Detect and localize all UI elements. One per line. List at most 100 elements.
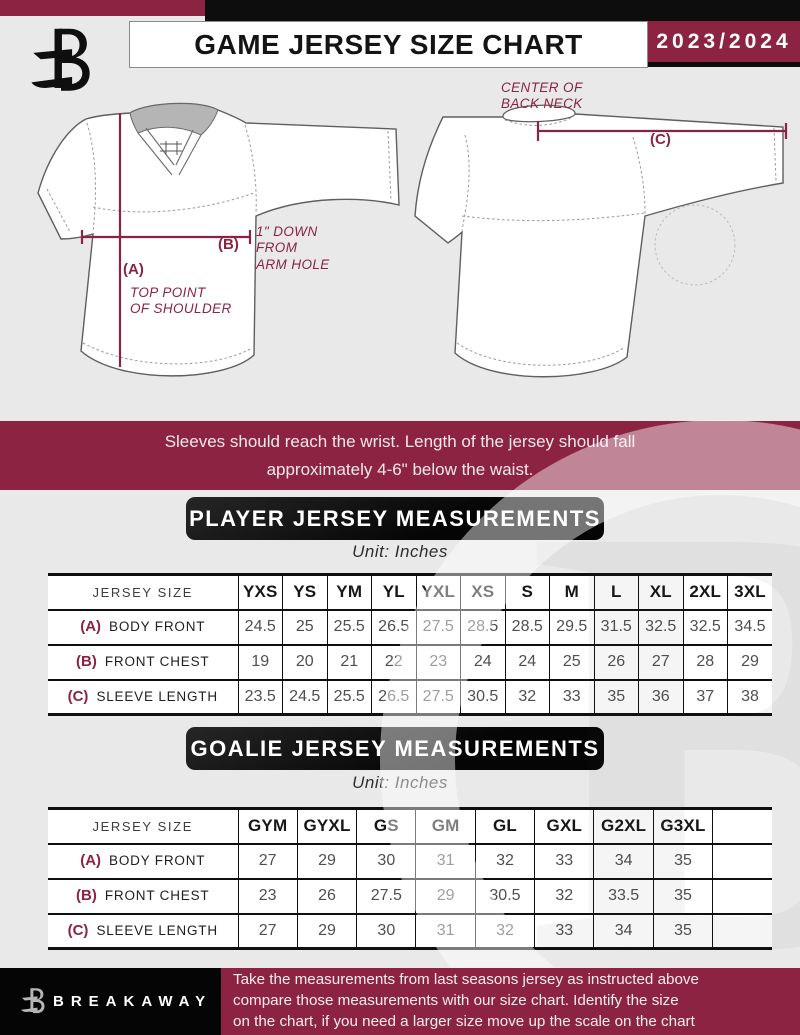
goalie-section-title: GOALIE JERSEY MEASUREMENTS (190, 735, 600, 761)
measurement-row: (C) SLEEVE LENGTH 27 29 30 31 32 33 34 35 (48, 913, 772, 949)
measurement-value-cell: 35 (652, 913, 713, 949)
measurement-row-label: (A) BODY FRONT (48, 609, 238, 646)
breakaway-b-footer-icon (21, 987, 45, 1013)
measurement-value-cell: 31 (415, 913, 476, 949)
measurement-value-cell: 33 (549, 679, 594, 715)
measurement-value-cell: 26.5 (371, 609, 416, 646)
measurement-value-cell: 23 (415, 644, 461, 681)
breakaway-b-logo-icon (31, 28, 90, 91)
size-column-header: G3XL (652, 808, 713, 845)
size-column-header: YL (371, 574, 416, 611)
size-column-header: YXS (237, 574, 283, 611)
measurement-value-cell: 31 (415, 843, 476, 880)
size-column-header: L (593, 574, 639, 611)
measurement-value-cell: 32 (474, 913, 535, 949)
size-column-header: GS (356, 808, 416, 845)
player-section-title: PLAYER JERSEY MEASUREMENTS (189, 505, 601, 531)
brand-name: BREAKAWAY (53, 993, 213, 1010)
measurement-value-cell: 29 (296, 913, 357, 949)
measurement-value-cell: 27.5 (356, 878, 416, 915)
measurement-row: (C) SLEEVE LENGTH 23.5 24.5 25.5 26.5 27.5 30.5… (48, 679, 772, 715)
measurement-row-label: (B) FRONT CHEST (48, 878, 238, 915)
measurement-row: (B) FRONT CHEST 19 20 21 22 23 24 24 25 26 27 28 29 (48, 644, 772, 681)
back-jersey-diagram (414, 104, 788, 378)
measurement-value-cell: 24 (504, 644, 550, 681)
measurement-value-cell: 25 (282, 609, 327, 646)
measurement-value-cell: 27 (237, 913, 298, 949)
measure-key: (C) (67, 687, 89, 705)
header-maroon-strip (0, 0, 205, 16)
fit-notice-banner: Sleeves should reach the wrist. Length o… (0, 421, 800, 490)
footer-brand-block: BREAKAWAY (0, 968, 221, 1035)
measurement-value-cell: 32 (534, 878, 594, 915)
size-column-header: GM (415, 808, 476, 845)
jersey-size-corner-label: JERSEY SIZE (48, 808, 238, 845)
size-column-header: 3XL (727, 574, 772, 611)
footer-instructions-text: Take the measurements from last seasons … (233, 971, 699, 1030)
measure-key: (A) (80, 852, 102, 869)
measurement-value-cell: 27.5 (415, 609, 461, 646)
measure-name: BODY FRONT (109, 853, 206, 868)
measure-key: (B) (76, 653, 97, 670)
measure-key: (B) (76, 887, 97, 904)
measurement-value-cell: 32 (504, 679, 550, 715)
back-neck-label: CENTER OF BACK NECK (501, 80, 583, 112)
measurement-value-cell: 33.5 (593, 878, 654, 915)
size-column-header: YM (326, 574, 372, 611)
measurement-value-cell: 28.5 (504, 609, 550, 646)
size-column-header: GYM (237, 808, 298, 845)
measurement-value-cell: 35 (652, 843, 713, 880)
measure-key: (C) (67, 921, 89, 939)
size-column-header: YS (282, 574, 327, 611)
measurement-value-cell: 26 (593, 644, 639, 681)
measurement-value-cell: 34 (593, 913, 654, 949)
size-column-header: M (549, 574, 594, 611)
measure-name: BODY FRONT (109, 619, 206, 634)
measure-name: FRONT CHEST (104, 888, 210, 903)
measurement-value-cell: 23 (237, 878, 298, 915)
measurement-value-cell: 32 (474, 843, 535, 880)
size-column-header: YXL (415, 574, 461, 611)
table-header-row: JERSEY SIZE GYM GYXL GS GM GL GXL G2XL G3XL (48, 808, 772, 845)
measurement-value-cell: 26 (296, 878, 357, 915)
measurement-value-cell: 34 (593, 843, 654, 880)
measure-name: SLEEVE LENGTH (96, 922, 218, 938)
measure-b-description: 1" DOWN FROM ARM HOLE (256, 224, 330, 272)
measurement-value-cell: 31.5 (593, 609, 639, 646)
measurement-value-cell: 21 (326, 644, 372, 681)
measurement-value-cell: 30.5 (460, 679, 505, 715)
measurement-value-cell: 35 (652, 878, 713, 915)
season-label: 2023/2024 (656, 29, 792, 53)
measurement-value-cell: 24 (460, 644, 505, 681)
measurement-row-label: (C) SLEEVE LENGTH (48, 679, 238, 715)
fit-notice-text: Sleeves should reach the wrist. Length o… (164, 432, 636, 479)
measurement-row: (B) FRONT CHEST 23 26 27.5 29 30.5 32 33.5 35 (48, 878, 772, 915)
measurement-value-cell: 34.5 (727, 609, 772, 646)
measurement-row: (A) BODY FRONT 27 29 30 31 32 33 34 35 (48, 843, 772, 880)
measurement-value-cell: 20 (282, 644, 327, 681)
measurement-value-cell: 29.5 (549, 609, 594, 646)
measurement-value-cell: 37 (682, 679, 728, 715)
measurement-value-cell: 35 (593, 679, 639, 715)
footer-instructions-block: Take the measurements from last seasons … (221, 968, 800, 1035)
measurement-row-label: (B) FRONT CHEST (48, 644, 238, 681)
measurement-value-cell: 32.5 (682, 609, 728, 646)
measurement-value-cell: 25.5 (326, 679, 372, 715)
size-column-header (712, 808, 772, 845)
measurement-value-cell (712, 843, 772, 880)
title-box: GAME JERSEY SIZE CHART (129, 21, 648, 68)
size-column-header: XS (460, 574, 505, 611)
measurement-value-cell: 24.5 (237, 609, 283, 646)
size-column-header: GYXL (296, 808, 357, 845)
measurement-value-cell: 30 (356, 843, 416, 880)
measure-c-label: (C) (650, 131, 671, 148)
size-column-header: GL (474, 808, 535, 845)
measurement-value-cell: 28 (682, 644, 728, 681)
measurement-row-label: (A) BODY FRONT (48, 843, 238, 880)
size-column-header: GXL (534, 808, 594, 845)
measure-a-description: TOP POINT OF SHOULDER (130, 285, 232, 317)
player-section-banner: PLAYER JERSEY MEASUREMENTS (186, 497, 604, 540)
measurement-value-cell: 29 (296, 843, 357, 880)
measurement-value-cell: 23.5 (237, 679, 283, 715)
size-column-header: 2XL (682, 574, 728, 611)
